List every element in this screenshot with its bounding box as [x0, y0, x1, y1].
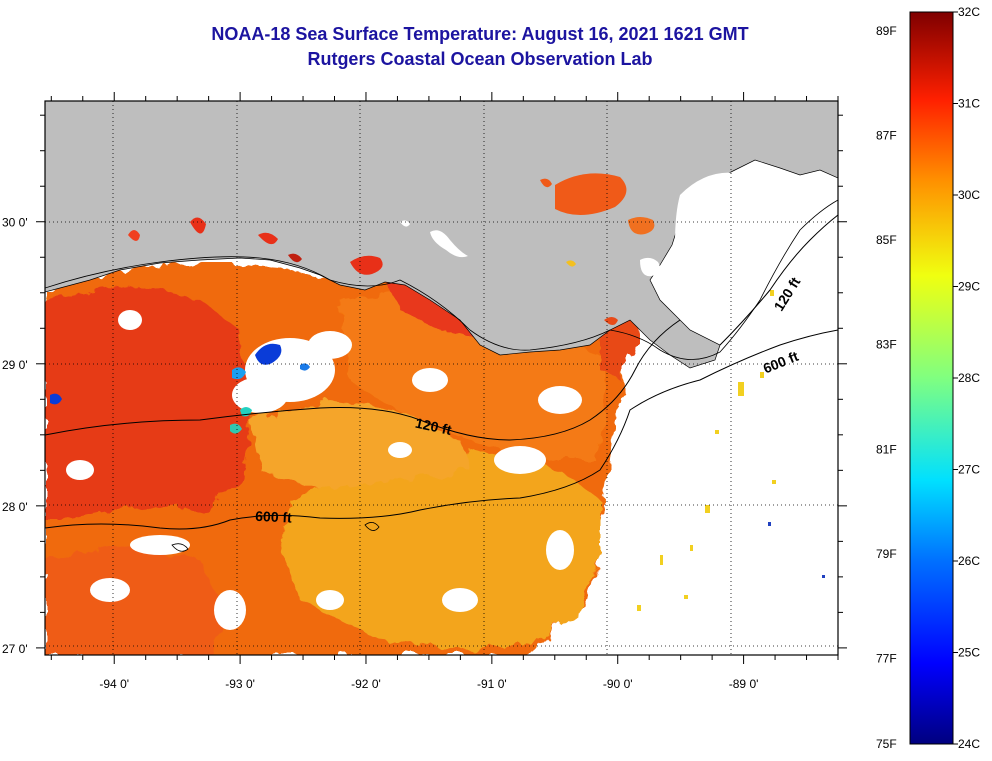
- colorbar-f-label: 87F: [876, 129, 897, 143]
- sst-region-south: [280, 450, 600, 650]
- lat-tick-label: 30 0': [2, 216, 28, 230]
- colorbar-fahrenheit-labels: 89F 87F 85F 83F 81F 79F 77F 75F: [876, 24, 897, 751]
- latitude-labels: 30 0' 29 0' 28 0' 27 0': [2, 216, 28, 656]
- colorbar-f-label: 83F: [876, 338, 897, 352]
- map-subtitle: Rutgers Coastal Ocean Observation Lab: [307, 49, 653, 69]
- colorbar-c-label: 31C: [958, 97, 980, 111]
- colorbar-c-label: 24C: [958, 737, 980, 751]
- colorbar-f-label: 85F: [876, 233, 897, 247]
- colorbar-f-label: 77F: [876, 651, 897, 665]
- sst-region-southwest: [45, 545, 230, 655]
- cold-patches: [50, 343, 310, 434]
- lat-tick-label: 27 0': [2, 642, 28, 656]
- graticule: [45, 101, 838, 655]
- coastal-water-bodies: [128, 173, 655, 325]
- colorbar-c-label: 25C: [958, 646, 980, 660]
- colorbar-celsius-labels: 32C 31C 30C 29C 28C 27C 26C 25C 24C: [958, 5, 980, 751]
- coastline: [45, 199, 838, 360]
- cloud-gaps: [66, 310, 582, 630]
- lon-tick-label: -94 0': [99, 677, 129, 691]
- colorbar: [909, 11, 954, 745]
- contour-label-120ft: 120 ft: [414, 415, 453, 438]
- sst-region-warm-core: [45, 285, 250, 520]
- colorbar-f-label: 79F: [876, 547, 897, 561]
- longitude-labels: -94 0' -93 0' -92 0' -91 0' -90 0' -89 0': [99, 677, 758, 691]
- lon-tick-label: -93 0': [225, 677, 255, 691]
- lon-tick-label: -92 0': [351, 677, 381, 691]
- scattered-east-pixels: [637, 290, 776, 611]
- contour-label-600ft: 600 ft: [255, 508, 293, 526]
- lon-tick-label: -89 0': [729, 677, 759, 691]
- colorbar-c-label: 28C: [958, 371, 980, 385]
- contour-120ft-east: [719, 214, 838, 346]
- colorbar-c-label: 26C: [958, 554, 980, 568]
- colorbar-f-label: 89F: [876, 24, 897, 38]
- lon-tick-label: -91 0': [477, 677, 507, 691]
- colorbar-c-label: 29C: [958, 280, 980, 294]
- lat-tick-label: 29 0': [2, 358, 28, 372]
- contour-120ft-west: [45, 319, 681, 441]
- inland-lakes: [400, 172, 767, 312]
- lon-tick-label: -90 0': [603, 677, 633, 691]
- sst-region-shelf: [340, 290, 610, 460]
- map-frame: [44, 100, 839, 656]
- map-title: NOAA-18 Sea Surface Temperature: August …: [211, 24, 749, 44]
- colorbar-c-label: 30C: [958, 188, 980, 202]
- lat-tick-label: 28 0': [2, 500, 28, 514]
- colorbar-c-label: 27C: [958, 463, 980, 477]
- contour-600ft-west: [45, 329, 838, 530]
- colorbar-c-label: 32C: [958, 5, 980, 19]
- tick-marks: [36, 92, 847, 664]
- colorbar-f-label: 75F: [876, 737, 897, 751]
- sst-field: [45, 262, 640, 655]
- colorbar-f-label: 81F: [876, 442, 897, 456]
